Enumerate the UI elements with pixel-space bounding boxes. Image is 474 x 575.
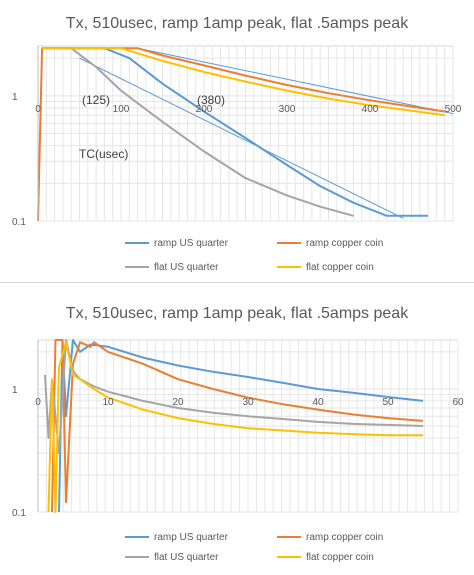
x-tick-label: 60 — [452, 397, 464, 408]
legend-label: flat US quarter — [154, 552, 219, 563]
legend-item-ramp-copper-coin: ramp copper coin — [277, 238, 383, 249]
annotation-tc-usec: TC(usec) — [79, 147, 128, 161]
x-tick-label: 100 — [113, 104, 130, 115]
legend-item-flat-copper-coin: flat copper coin — [277, 552, 374, 563]
series-line-ramp-us-quarter — [42, 47, 429, 217]
x-tick-label: 50 — [382, 397, 394, 408]
series-line-flat-us-quarter — [42, 47, 354, 217]
chart-bottom: Tx, 510usec, ramp 1amp peak, flat .5amps… — [12, 305, 464, 563]
chart-top: Tx, 510usec, ramp 1amp peak, flat .5amps… — [12, 15, 462, 273]
chart-bottom-panel: Tx, 510usec, ramp 1amp peak, flat .5amps… — [0, 292, 474, 575]
legend-item-flat-us-quarter: flat US quarter — [125, 262, 219, 273]
series-line-ramp-us-quarter — [58, 339, 424, 513]
legend-item-ramp-copper-coin: ramp copper coin — [277, 532, 383, 543]
x-tick-label: 30 — [242, 397, 254, 408]
chart-top-panel: Tx, 510usec, ramp 1amp peak, flat .5amps… — [0, 0, 474, 282]
series-line-ramp-copper-coin — [51, 339, 424, 513]
series-line-flat-copper-coin — [42, 47, 445, 117]
x-tick-label: 500 — [445, 104, 462, 115]
grid — [37, 339, 459, 513]
annotation-380: (380) — [197, 93, 225, 107]
chart-title: Tx, 510usec, ramp 1amp peak, flat .5amps… — [66, 305, 409, 322]
grid — [37, 45, 454, 222]
series-lines — [44, 339, 424, 513]
y-tick-label: 1 — [12, 385, 18, 396]
trendline — [79, 57, 404, 219]
x-tick-label: 200 — [196, 104, 213, 115]
annotations: (125) (380) TC(usec) — [79, 93, 225, 161]
x-tick-label: 20 — [172, 397, 184, 408]
legend-label: flat copper coin — [306, 552, 374, 563]
series-line-flat-copper-coin — [47, 341, 423, 513]
trendline — [137, 47, 454, 115]
legend: ramp US quarter ramp copper coin flat US q… — [125, 238, 383, 273]
legend-item-flat-us-quarter: flat US quarter — [125, 552, 219, 563]
x-tick-label: 40 — [312, 397, 324, 408]
legend-label: ramp copper coin — [306, 238, 383, 249]
y-tick-label: 0.1 — [12, 217, 26, 228]
legend-label: ramp US quarter — [154, 238, 229, 249]
legend-item-ramp-us-quarter: ramp US quarter — [125, 238, 229, 249]
tick-labels: 0 100 200 300 400 500 0.1 1 — [12, 92, 462, 228]
x-tick-label: 400 — [362, 104, 379, 115]
x-tick-label: 10 — [102, 397, 114, 408]
legend-label: ramp copper coin — [306, 532, 383, 543]
trendlines — [79, 47, 454, 219]
legend-label: flat copper coin — [306, 262, 374, 273]
series-lines — [37, 47, 445, 222]
legend-item-ramp-us-quarter: ramp US quarter — [125, 532, 229, 543]
legend-label: flat US quarter — [154, 262, 219, 273]
legend-label: ramp US quarter — [154, 532, 229, 543]
chart-title: Tx, 510usec, ramp 1amp peak, flat .5amps… — [66, 15, 409, 32]
tick-labels: 0 10 20 30 40 50 60 0.1 1 — [12, 385, 464, 519]
legend-item-flat-copper-coin: flat copper coin — [277, 262, 374, 273]
x-tick-label: 0 — [35, 397, 41, 408]
annotation-125: (125) — [82, 93, 110, 107]
y-tick-label: 1 — [12, 92, 18, 103]
x-tick-label: 0 — [35, 104, 41, 115]
y-tick-label: 0.1 — [12, 508, 26, 519]
panel-separator — [0, 282, 474, 293]
legend: ramp US quarter ramp copper coin flat US q… — [125, 532, 383, 563]
x-tick-label: 300 — [279, 104, 296, 115]
